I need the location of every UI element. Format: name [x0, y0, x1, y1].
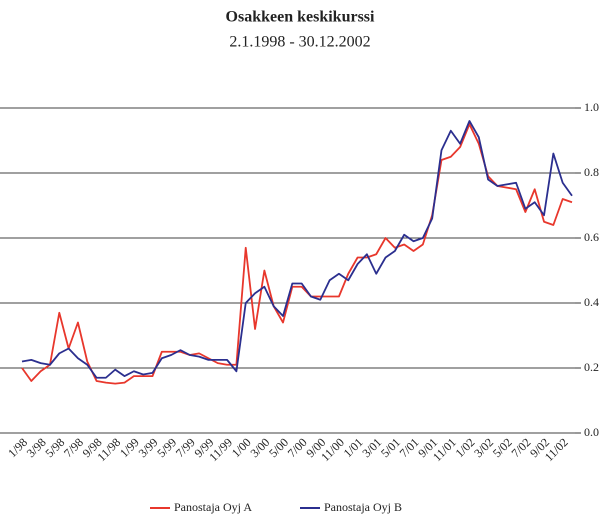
series-line	[21, 123, 573, 385]
legend-label: Panostaja Oyj B	[324, 500, 402, 514]
y-tick-label: 0.2	[584, 360, 599, 374]
y-tick-label: 0.0	[584, 425, 599, 439]
chart-subtitle: 2.1.1998 - 30.12.2002	[229, 34, 370, 51]
series-line	[21, 120, 573, 379]
chart-title: Osakkeen keskikurssi	[226, 9, 375, 26]
y-tick-label: 1.0	[584, 100, 599, 114]
y-tick-label: 0.6	[584, 230, 599, 244]
y-tick-label: 0.8	[584, 165, 599, 179]
legend-label: Panostaja Oyj A	[174, 500, 252, 514]
y-tick-label: 0.4	[584, 295, 599, 309]
